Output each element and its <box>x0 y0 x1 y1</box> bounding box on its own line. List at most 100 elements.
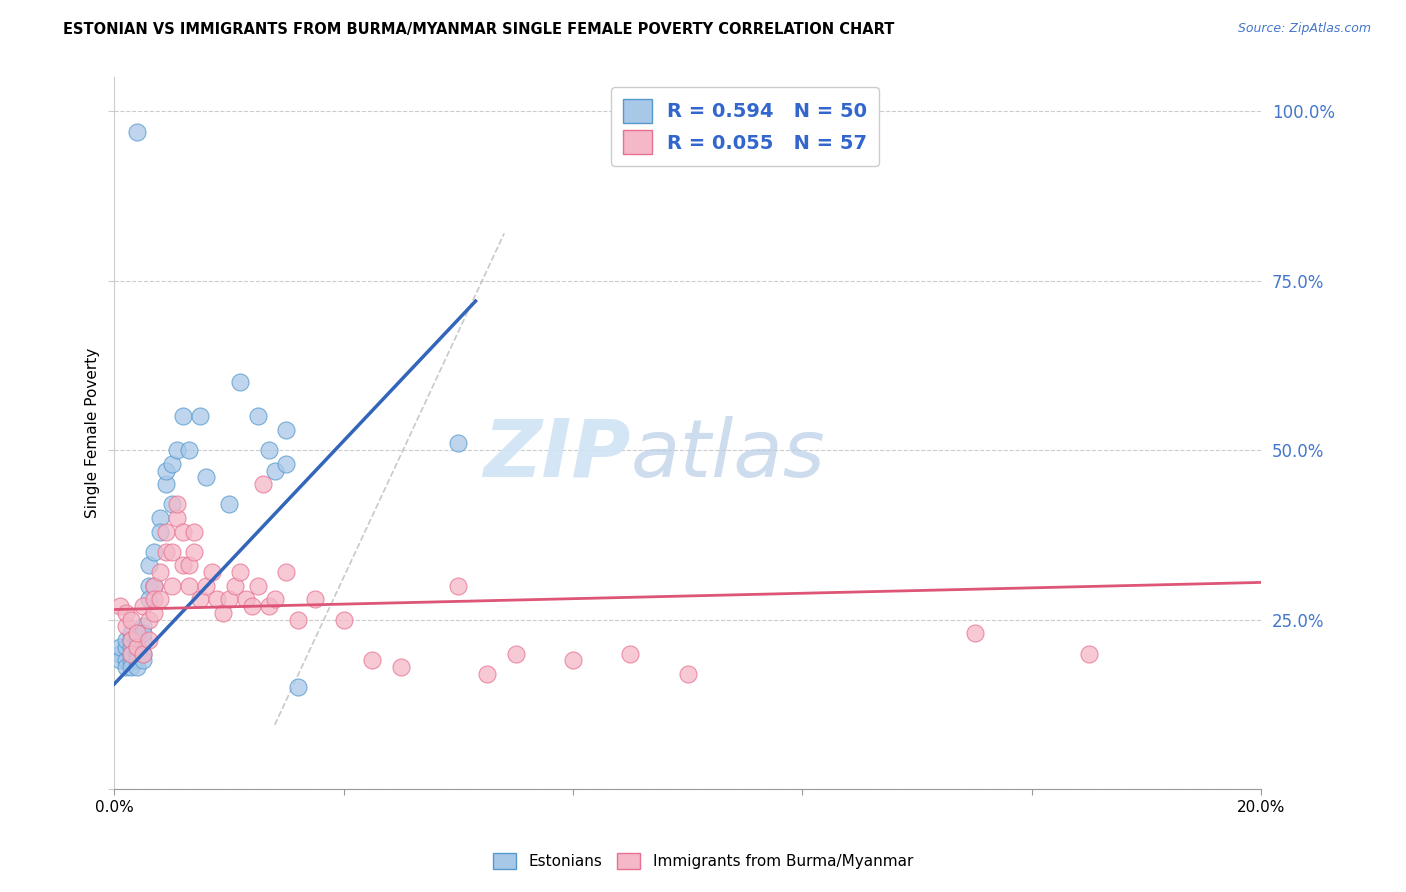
Point <box>138 558 160 573</box>
Text: atlas: atlas <box>630 416 825 493</box>
Point <box>149 566 172 580</box>
Point <box>138 633 160 648</box>
Point <box>263 592 285 607</box>
Point <box>212 606 235 620</box>
Point <box>676 667 699 681</box>
Point <box>276 423 298 437</box>
Point <box>963 626 986 640</box>
Point <box>287 613 309 627</box>
Point <box>132 599 155 614</box>
Point <box>143 579 166 593</box>
Point <box>120 613 142 627</box>
Point <box>166 498 188 512</box>
Point <box>138 613 160 627</box>
Point <box>183 524 205 539</box>
Point <box>188 409 211 424</box>
Point <box>177 579 200 593</box>
Point <box>127 640 149 654</box>
Point <box>276 457 298 471</box>
Point <box>132 619 155 633</box>
Point <box>108 653 131 667</box>
Point <box>218 592 240 607</box>
Point <box>120 640 142 654</box>
Point <box>224 579 246 593</box>
Point <box>149 592 172 607</box>
Point <box>246 409 269 424</box>
Point <box>183 545 205 559</box>
Point <box>120 633 142 648</box>
Point <box>246 579 269 593</box>
Point <box>166 443 188 458</box>
Legend: Estonians, Immigrants from Burma/Myanmar: Estonians, Immigrants from Burma/Myanmar <box>486 847 920 875</box>
Point <box>127 626 149 640</box>
Legend: R = 0.594   N = 50, R = 0.055   N = 57: R = 0.594 N = 50, R = 0.055 N = 57 <box>612 87 879 166</box>
Point <box>160 498 183 512</box>
Point <box>127 653 149 667</box>
Point <box>172 524 194 539</box>
Point <box>114 606 136 620</box>
Point <box>114 640 136 654</box>
Point <box>160 545 183 559</box>
Point <box>194 579 217 593</box>
Point <box>120 626 142 640</box>
Point <box>138 579 160 593</box>
Point <box>149 524 172 539</box>
Point <box>218 498 240 512</box>
Point <box>172 558 194 573</box>
Point <box>229 376 252 390</box>
Text: ESTONIAN VS IMMIGRANTS FROM BURMA/MYANMAR SINGLE FEMALE POVERTY CORRELATION CHAR: ESTONIAN VS IMMIGRANTS FROM BURMA/MYANMA… <box>63 22 894 37</box>
Point <box>1078 647 1101 661</box>
Point <box>361 653 384 667</box>
Point <box>138 592 160 607</box>
Text: ZIP: ZIP <box>484 416 630 493</box>
Point <box>166 511 188 525</box>
Point <box>114 660 136 674</box>
Point <box>132 626 155 640</box>
Point <box>132 633 155 648</box>
Point <box>127 125 149 139</box>
Point <box>229 566 252 580</box>
Point <box>160 579 183 593</box>
Point <box>160 457 183 471</box>
Point <box>287 681 309 695</box>
Point <box>149 511 172 525</box>
Text: Source: ZipAtlas.com: Source: ZipAtlas.com <box>1237 22 1371 36</box>
Point <box>447 579 470 593</box>
Point <box>143 592 166 607</box>
Point <box>132 647 155 661</box>
Point <box>304 592 326 607</box>
Point <box>120 660 142 674</box>
Point <box>127 626 149 640</box>
Point <box>475 667 498 681</box>
Point <box>155 464 177 478</box>
Point <box>120 653 142 667</box>
Point <box>389 660 412 674</box>
Point <box>562 653 585 667</box>
Point <box>177 443 200 458</box>
Point <box>127 640 149 654</box>
Point <box>120 647 142 661</box>
Point <box>108 647 131 661</box>
Point <box>120 647 142 661</box>
Point <box>201 566 224 580</box>
Point <box>132 653 155 667</box>
Point <box>619 647 641 661</box>
Point <box>114 633 136 648</box>
Point <box>143 579 166 593</box>
Point <box>155 524 177 539</box>
Point <box>143 606 166 620</box>
Point <box>235 592 257 607</box>
Point <box>120 633 142 648</box>
Point <box>332 613 354 627</box>
Point <box>263 464 285 478</box>
Point <box>108 640 131 654</box>
Point <box>172 409 194 424</box>
Point <box>257 443 280 458</box>
Point <box>143 545 166 559</box>
Point <box>276 566 298 580</box>
Point <box>252 477 274 491</box>
Point <box>127 647 149 661</box>
Y-axis label: Single Female Poverty: Single Female Poverty <box>86 348 100 518</box>
Point <box>108 599 131 614</box>
Point <box>132 647 155 661</box>
